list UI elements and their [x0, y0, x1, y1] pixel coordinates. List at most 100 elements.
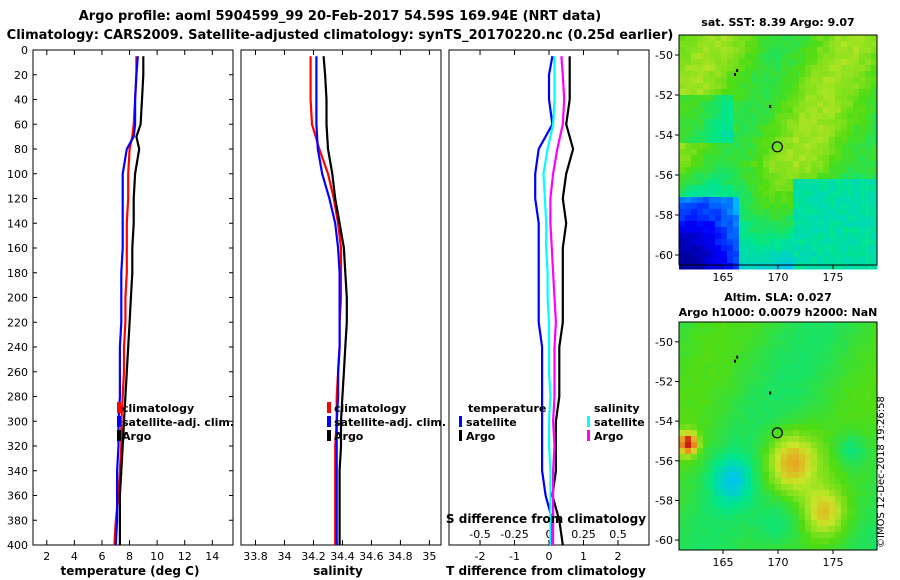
heatmap-cell: [823, 328, 830, 335]
heatmap-cell: [793, 77, 800, 84]
legend-swatch-t-argo: [459, 430, 462, 441]
heatmap-cell: [679, 65, 686, 72]
heatmap-cell: [745, 149, 752, 156]
heatmap-cell: [679, 245, 686, 252]
heatmap-cell: [715, 352, 722, 359]
heatmap-cell: [727, 436, 734, 443]
heatmap-cell: [751, 352, 758, 359]
heatmap-cell: [793, 89, 800, 96]
heatmap-cell: [811, 41, 818, 48]
heatmap-cell: [871, 478, 878, 485]
heatmap-cell: [679, 227, 686, 234]
heatmap-cell: [859, 400, 866, 407]
heatmap-cell: [751, 257, 758, 264]
heatmap-cell: [865, 430, 872, 437]
heatmap-cell: [727, 71, 734, 78]
heatmap-cell: [781, 334, 788, 341]
heatmap-cell: [721, 215, 728, 222]
heatmap-cell: [829, 460, 836, 467]
heatmap-cell: [763, 89, 770, 96]
heatmap-cell: [703, 502, 710, 509]
heatmap-cell: [871, 41, 878, 48]
heatmap-cell: [775, 340, 782, 347]
heatmap-cell: [775, 167, 782, 174]
heatmap-cell: [781, 77, 788, 84]
heatmap-cell: [793, 203, 800, 210]
heatmap-cell: [871, 233, 878, 240]
heatmap-cell: [829, 35, 836, 42]
heatmap-cell: [679, 131, 686, 138]
heatmap-cell: [865, 83, 872, 90]
heatmap-cell: [703, 125, 710, 132]
heatmap-cell: [775, 478, 782, 485]
heatmap-cell: [721, 233, 728, 240]
heatmap-cell: [859, 173, 866, 180]
heatmap-cell: [841, 370, 848, 377]
heatmap-cell: [817, 137, 824, 144]
heatmap-cell: [841, 113, 848, 120]
heatmap-cell: [871, 382, 878, 389]
heatmap-cell: [733, 322, 740, 329]
heatmap-cell: [787, 59, 794, 66]
heatmap-cell: [685, 322, 692, 329]
heatmap-cell: [853, 520, 860, 527]
heatmap-cell: [685, 334, 692, 341]
heatmap-cell: [859, 364, 866, 371]
heatmap-cell: [823, 400, 830, 407]
heatmap-cell: [847, 418, 854, 425]
heatmap-cell: [697, 544, 704, 551]
heatmap-cell: [799, 263, 806, 270]
heatmap-cell: [727, 191, 734, 198]
heatmap-cell: [679, 119, 686, 126]
heatmap-cell: [679, 209, 686, 216]
heatmap-cell: [835, 382, 842, 389]
heatmap-cell: [733, 149, 740, 156]
heatmap-cell: [763, 107, 770, 114]
heatmap-cell: [811, 424, 818, 431]
heatmap-cell: [787, 448, 794, 455]
heatmap-cell: [769, 442, 776, 449]
heatmap-cell: [679, 143, 686, 150]
heatmap-cell: [871, 113, 878, 120]
heatmap-cell: [823, 454, 830, 461]
heatmap-cell: [727, 454, 734, 461]
heatmap-cell: [841, 364, 848, 371]
heatmap-cell: [751, 119, 758, 126]
heatmap-cell: [733, 89, 740, 96]
heatmap-cell: [841, 77, 848, 84]
heatmap-cell: [781, 155, 788, 162]
heatmap-cell: [799, 125, 806, 132]
legend-swatch-argo: [117, 430, 121, 441]
heatmap-cell: [793, 143, 800, 150]
heatmap-cell: [787, 47, 794, 54]
heatmap-cell: [679, 478, 686, 485]
heatmap-cell: [745, 137, 752, 144]
heatmap-cell: [763, 334, 770, 341]
heatmap-cell: [865, 173, 872, 180]
heatmap-cell: [835, 263, 842, 270]
heatmap-cell: [769, 221, 776, 228]
heatmap-cell: [769, 209, 776, 216]
heatmap-cell: [697, 245, 704, 252]
heatmap-cell: [721, 520, 728, 527]
heatmap-cell: [697, 137, 704, 144]
heatmap-cell: [817, 197, 824, 204]
heatmap-cell: [829, 484, 836, 491]
heatmap-cell: [757, 454, 764, 461]
sst-map-axes: 165 170 175-50-52-54-56-58-60: [655, 49, 843, 284]
heatmap-cell: [799, 239, 806, 246]
heatmap-cell: [865, 47, 872, 54]
heatmap-cell: [709, 466, 716, 473]
heatmap-cell: [703, 149, 710, 156]
heatmap-cell: [691, 454, 698, 461]
heatmap-cell: [715, 71, 722, 78]
heatmap-cell: [703, 412, 710, 419]
heatmap-cell: [751, 47, 758, 54]
heatmap-cell: [679, 155, 686, 162]
heatmap-cell: [733, 466, 740, 473]
heatmap-cell: [841, 334, 848, 341]
heatmap-cell: [811, 143, 818, 150]
heatmap-cell: [691, 400, 698, 407]
heatmap-cell: [697, 71, 704, 78]
heatmap-cell: [811, 352, 818, 359]
